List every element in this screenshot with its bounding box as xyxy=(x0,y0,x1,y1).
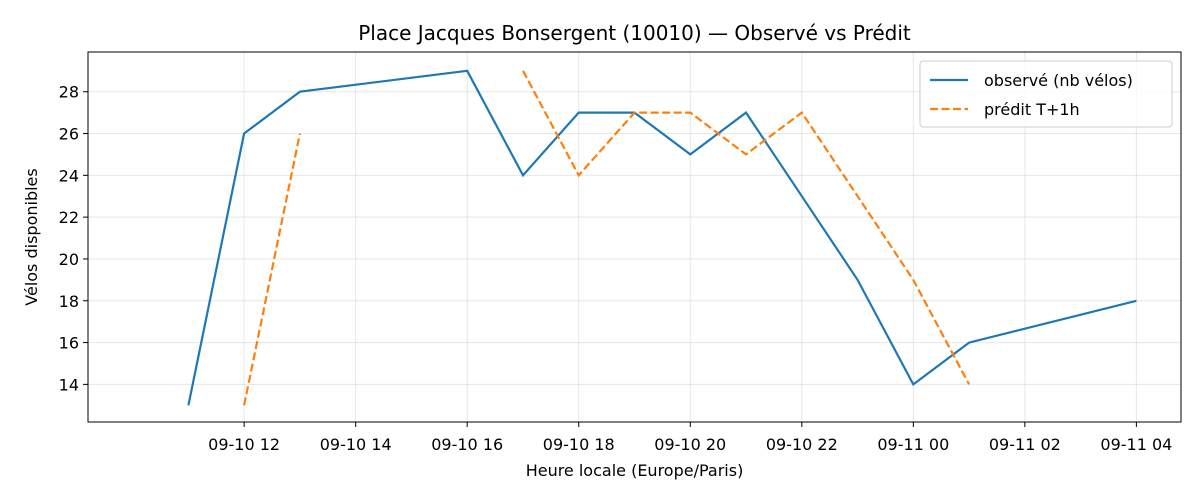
y-axis-label: Vélos disponibles xyxy=(22,168,41,305)
chart-title: Place Jacques Bonsergent (10010) — Obser… xyxy=(358,21,911,45)
legend-box xyxy=(919,60,1173,128)
y-tick-label: 18 xyxy=(59,292,79,311)
legend-entry: observé (nb vélos) xyxy=(984,71,1133,90)
series-line xyxy=(522,70,971,385)
x-tick-label: 09-11 02 xyxy=(989,435,1061,454)
y-tick-label: 22 xyxy=(59,208,79,227)
y-tick-label: 14 xyxy=(59,375,79,394)
plot-frame xyxy=(87,51,1182,423)
legend: observé (nb vélos) prédit T+1h xyxy=(919,60,1173,128)
x-tick-label: 09-10 20 xyxy=(654,435,726,454)
y-tick-label: 26 xyxy=(59,125,79,144)
y-tick-label: 28 xyxy=(59,83,79,102)
series-line xyxy=(243,133,301,406)
series-line xyxy=(187,69,1137,406)
series-observed xyxy=(187,69,1137,406)
x-tick-label: 09-10 22 xyxy=(766,435,838,454)
y-tick-label: 16 xyxy=(59,334,79,353)
x-tick-label: 09-10 16 xyxy=(431,435,503,454)
series-layer xyxy=(187,69,1137,406)
x-tick-label: 09-11 04 xyxy=(1100,435,1172,454)
x-tick-label: 09-10 14 xyxy=(320,435,392,454)
series-predicted xyxy=(243,70,971,406)
x-axis: 09-10 12 09-10 14 09-10 16 09-10 18 09-10 20… xyxy=(208,422,1172,454)
x-axis-label: Heure locale (Europe/Paris) xyxy=(526,461,744,480)
x-tick-label: 09-10 12 xyxy=(208,435,280,454)
y-tick-label: 24 xyxy=(59,166,79,185)
x-tick-label: 09-11 00 xyxy=(877,435,949,454)
y-axis: 14 16 18 20 22 24 26 28 xyxy=(59,83,88,394)
x-tick-label: 09-10 18 xyxy=(543,435,615,454)
y-tick-label: 20 xyxy=(59,250,79,269)
legend-entry: prédit T+1h xyxy=(984,100,1080,119)
